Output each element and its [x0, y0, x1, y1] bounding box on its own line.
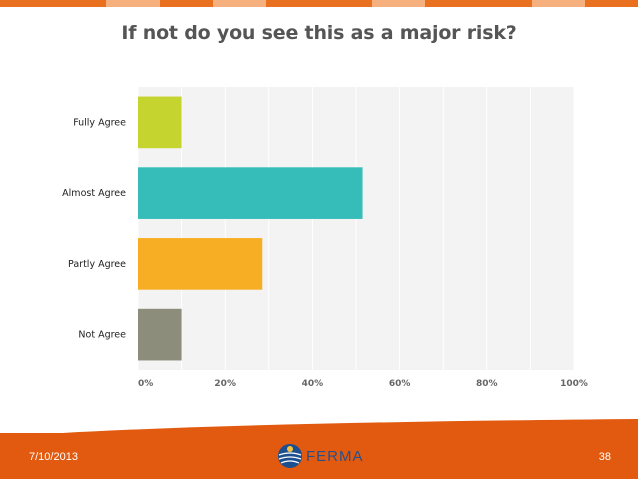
category-label: Almost Agree — [62, 188, 126, 199]
strip-segment — [106, 0, 160, 7]
strip-segment — [478, 0, 532, 7]
footer-bar — [0, 419, 638, 479]
slide-date: 7/10/2013 — [29, 451, 78, 463]
bar-chart: Fully Agree Almost Agree Partly Agree Not A… — [62, 87, 588, 389]
bars-group — [138, 96, 363, 361]
globe-icon — [278, 444, 302, 468]
category-labels: Fully Agree Almost Agree Partly Agree Not A… — [62, 117, 126, 340]
x-tick-label: 0% — [138, 379, 153, 389]
strip-segment — [0, 0, 54, 7]
x-tick-label: 80% — [476, 379, 498, 389]
x-tick-label: 60% — [389, 379, 411, 389]
x-tick-label: 100% — [560, 379, 588, 389]
strip-segment — [159, 0, 213, 7]
strip-segment — [53, 0, 107, 7]
category-label: Not Agree — [78, 330, 126, 341]
category-label: Partly Agree — [68, 259, 126, 270]
strip-segment — [584, 0, 638, 7]
grid-lines — [137, 87, 575, 370]
footer-curve — [0, 419, 638, 437]
top-decorative-strip — [0, 0, 638, 7]
x-tick-label: 40% — [302, 379, 324, 389]
x-tick-label: 20% — [214, 379, 236, 389]
logo-wordmark: FERMA — [306, 448, 364, 465]
chart-title: If not do you see this as a major risk? — [121, 22, 517, 44]
strip-segment — [425, 0, 479, 7]
x-tick-labels: 0% 20% 40% 60% 80% 100% — [138, 379, 588, 389]
ferma-logo: FERMA — [278, 444, 364, 468]
bar-not-agree — [138, 308, 182, 361]
strip-segment — [531, 0, 585, 7]
page-number: 38 — [598, 451, 611, 463]
category-label: Fully Agree — [73, 117, 126, 128]
bar-fully-agree — [138, 96, 182, 149]
strip-segment — [372, 0, 426, 7]
strip-segment — [319, 0, 373, 7]
strip-segment — [212, 0, 266, 7]
strip-segment — [265, 0, 320, 7]
bar-almost-agree — [138, 167, 363, 219]
bar-partly-agree — [138, 238, 263, 290]
